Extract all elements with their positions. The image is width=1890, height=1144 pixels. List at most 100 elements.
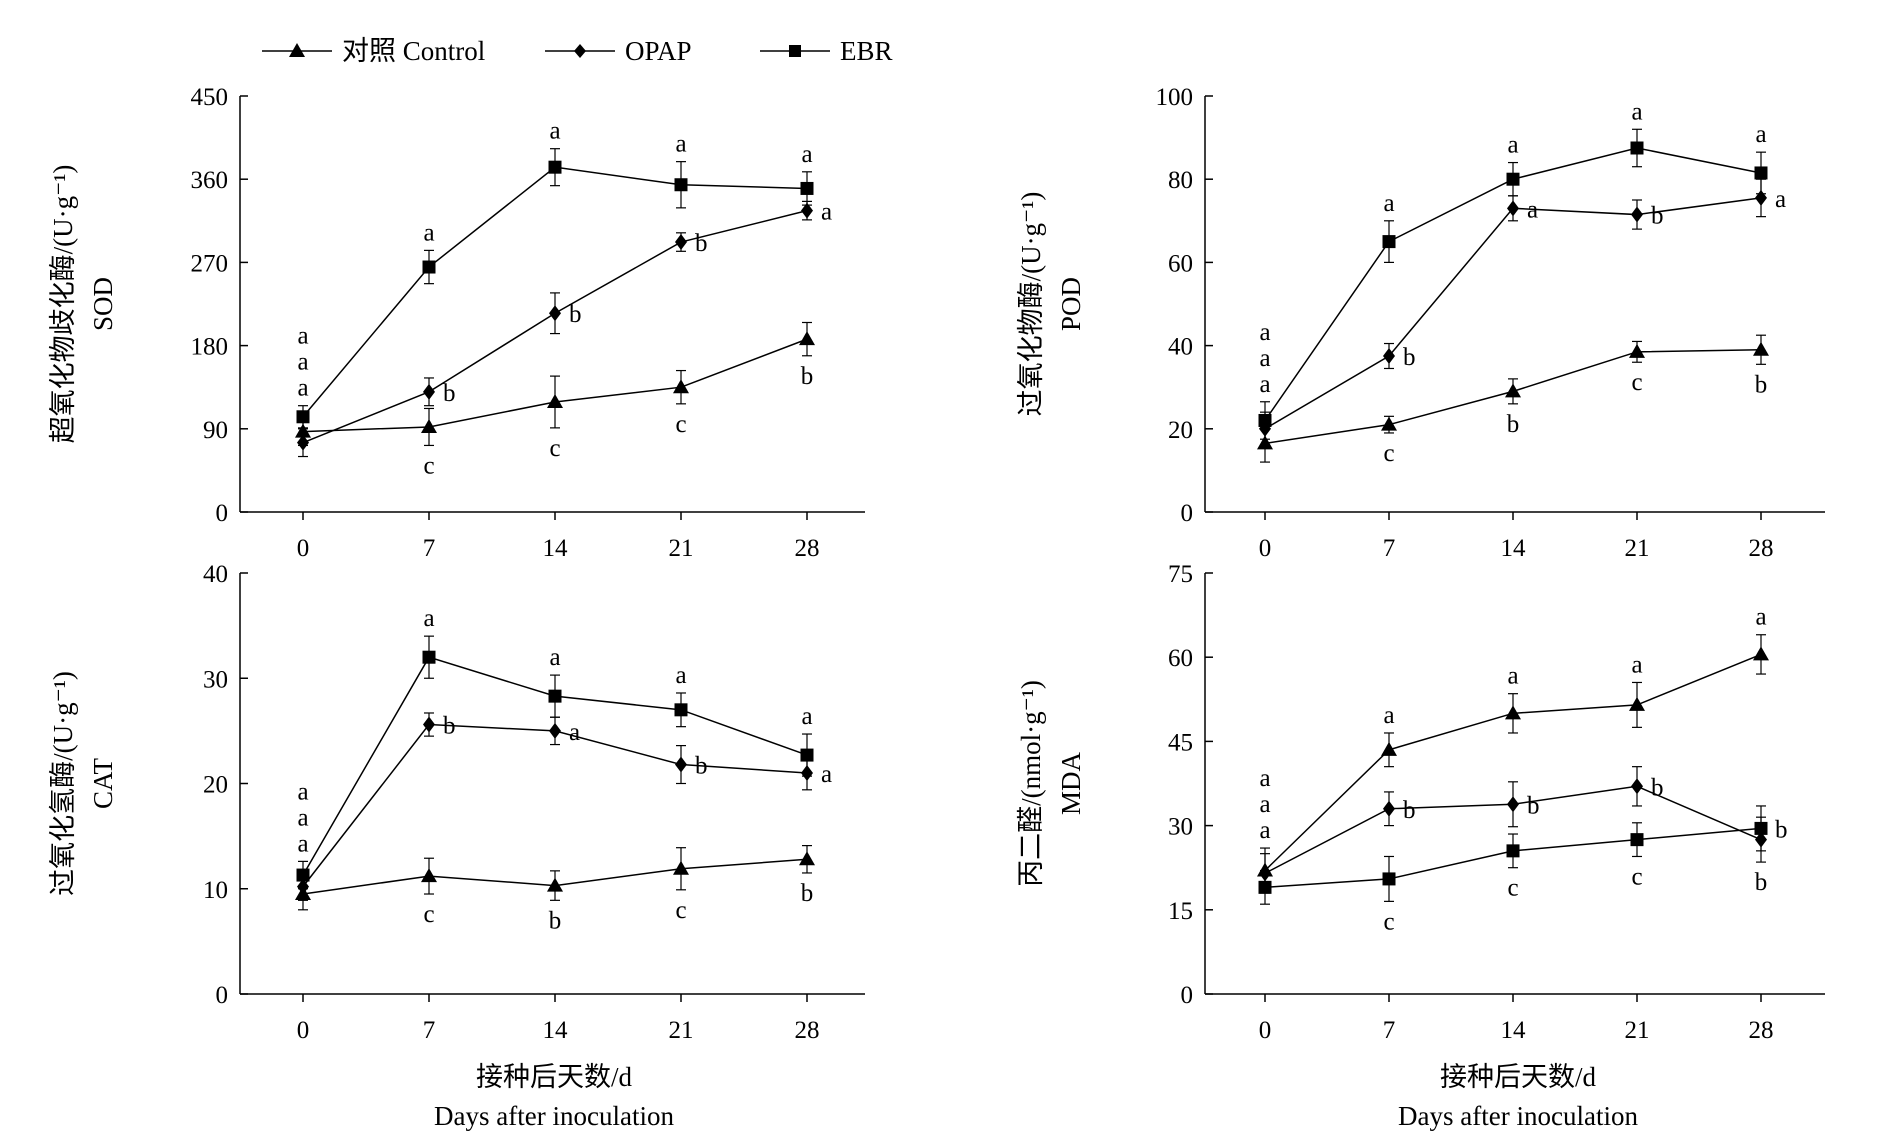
mda-opap-sig: b (1403, 797, 1416, 824)
sod-opap-point (297, 434, 309, 451)
cat-ebr-sig: a (801, 703, 812, 730)
pod-ylabel-en: POD (1056, 277, 1086, 331)
legend-item-control: 对照 Control (262, 36, 485, 66)
mda-ebr-sig: a (1259, 765, 1270, 792)
pod-opap-sig: a (1259, 345, 1270, 372)
mda-ebr-point (1382, 872, 1396, 886)
cat-ebr-point (800, 748, 814, 762)
y-tick-label: 90 (203, 417, 228, 444)
legend-item-ebr: EBR (760, 36, 893, 66)
cat-control-sig: c (675, 897, 686, 924)
y-tick-label: 30 (1168, 814, 1193, 841)
pod-ebr-point (1258, 413, 1272, 427)
x-tick-label: 28 (1749, 535, 1774, 562)
mda-control-sig: a (1259, 817, 1270, 844)
x-tick-label: 7 (423, 1017, 436, 1044)
mda-control-point (1629, 696, 1645, 711)
x-tick-label: 14 (543, 1017, 569, 1044)
x-caption-en-left: Days after inoculation (434, 1101, 674, 1131)
sod-ebr-point (296, 410, 310, 424)
sod-opap-point (423, 383, 435, 400)
cat-control-sig: a (297, 830, 308, 857)
y-tick-label: 60 (1168, 645, 1193, 672)
y-tick-label: 75 (1168, 561, 1193, 588)
pod-control-sig: c (1383, 440, 1394, 467)
x-tick-label: 14 (1501, 535, 1527, 562)
cat-ebr-sig: a (297, 778, 308, 805)
x-tick-label: 0 (297, 535, 310, 562)
cat-control-point (421, 868, 437, 883)
sod-control-sig: c (675, 411, 686, 438)
y-tick-label: 20 (1168, 417, 1193, 444)
cat-control-point (799, 851, 815, 866)
sod-ebr-sig: a (675, 131, 686, 158)
x-caption-right: 接种后天数/d Days after inoculation (1398, 1062, 1638, 1131)
mda-ylabel-en: MDA (1056, 752, 1086, 816)
mda-ylabel-cn: 丙二醛/(nmol·g⁻¹) (1016, 680, 1046, 887)
pod-control-point (1629, 343, 1645, 358)
mda-opap-sig: b (1527, 792, 1540, 819)
mda-control-point (1505, 705, 1521, 720)
x-tick-label: 7 (1383, 535, 1396, 562)
cat-opap-point (675, 756, 687, 773)
y-tick-label: 100 (1156, 84, 1194, 111)
cat-ebr-sig: a (549, 644, 560, 671)
cat-ebr-point (674, 703, 688, 717)
sod-ylabel-cn: 超氧化物歧化酶/(U·g⁻¹) (48, 165, 78, 444)
mda-control-sig: a (1755, 604, 1766, 631)
pod-control-sig: b (1755, 371, 1768, 398)
sod-opap-sig: b (569, 301, 582, 328)
x-caption-en-right: Days after inoculation (1398, 1101, 1638, 1131)
cat-control-sig: b (801, 880, 814, 907)
x-tick-label: 7 (1383, 1017, 1396, 1044)
mda-ebr-point (1258, 880, 1272, 894)
sod-ylabel-en: SOD (88, 277, 118, 331)
pod-control-sig: a (1259, 371, 1270, 398)
sod-control-sig: a (297, 375, 308, 402)
x-tick-label: 21 (1625, 1017, 1650, 1044)
cat-control-point (673, 860, 689, 875)
sod-opap-point (675, 234, 687, 251)
pod-opap-sig: b (1651, 203, 1664, 230)
x-tick-label: 28 (795, 1017, 820, 1044)
x-caption-left: 接种后天数/d Days after inoculation (434, 1062, 674, 1131)
pod-control-sig: c (1631, 369, 1642, 396)
mda-ebr-point (1630, 833, 1644, 847)
sod-opap-sig: b (443, 380, 456, 407)
y-tick-label: 180 (191, 334, 229, 361)
cat-opap-line (302, 723, 808, 888)
x-tick-label: 14 (543, 535, 569, 562)
sod-control-point (799, 331, 815, 346)
mda-opap-sig: a (1259, 791, 1270, 818)
y-tick-label: 40 (203, 561, 228, 588)
x-tick-label: 21 (669, 1017, 694, 1044)
pod-control-point (1381, 416, 1397, 431)
mda-ebr-point (1506, 844, 1520, 858)
cat-opap-sig: a (821, 761, 832, 788)
pod-ebr-sig: a (1259, 319, 1270, 346)
sod-ebr-point (674, 178, 688, 192)
cat-opap-sig: b (695, 753, 708, 780)
cat-control-sig: c (423, 901, 434, 928)
mda-ebr-sig: c (1507, 875, 1518, 902)
pod-ebr-sig: a (1755, 121, 1766, 148)
x-caption-cn-left: 接种后天数/d (476, 1062, 633, 1092)
mda-control-point (1753, 646, 1769, 661)
y-tick-label: 10 (203, 877, 228, 904)
cat-ebr-sig: a (423, 605, 434, 632)
mda-opap-sig: b (1651, 774, 1664, 801)
mda-opap-sig: b (1755, 869, 1768, 896)
pod-opap-point (1383, 348, 1395, 364)
sod-ebr-point (800, 181, 814, 195)
legend-item-opap: OPAP (545, 36, 692, 66)
pod-ylabel-cn: 过氧化物酶/(U·g⁻¹) (1016, 192, 1046, 417)
sod-opap-sig: b (695, 230, 708, 257)
cat-ebr-point (422, 650, 436, 664)
mda-ebr-sig: c (1383, 908, 1394, 935)
pod-ebr-sig: a (1631, 98, 1642, 125)
mda-control-sig: a (1383, 702, 1394, 729)
cat-ylabel-cn: 过氧化氢酶/(U·g⁻¹) (48, 671, 78, 896)
y-tick-label: 0 (216, 500, 229, 527)
y-tick-label: 0 (1181, 500, 1194, 527)
legend-label-opap: OPAP (625, 36, 692, 66)
